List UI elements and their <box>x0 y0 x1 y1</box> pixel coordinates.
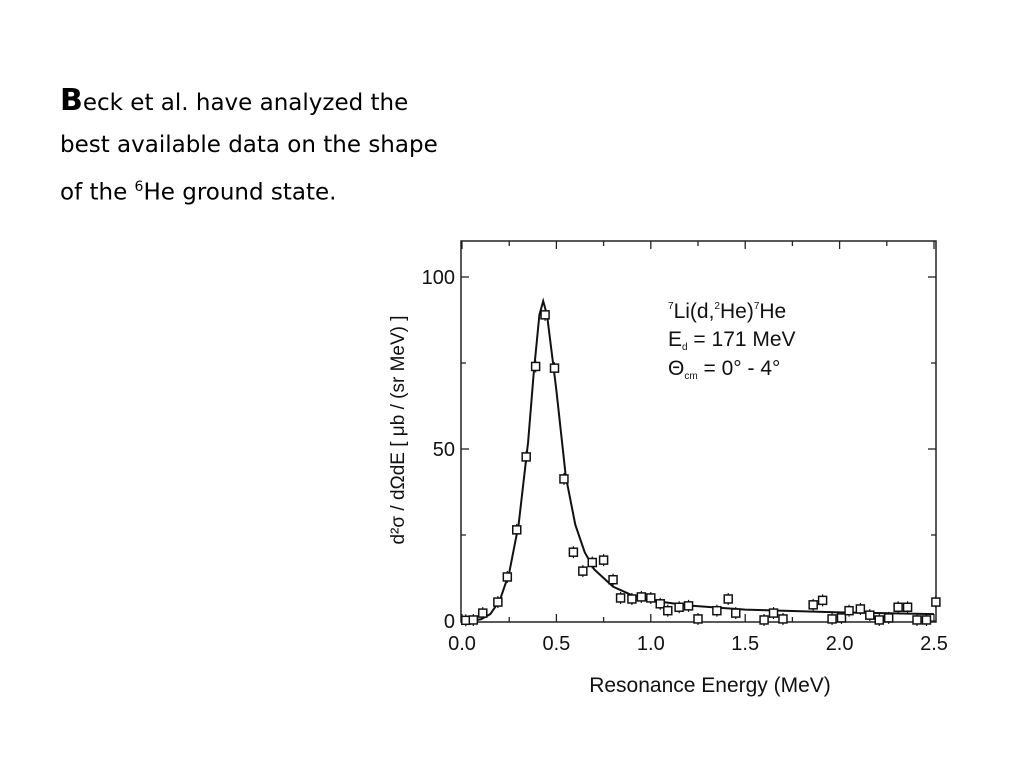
y-tick-label: 0 <box>444 611 455 633</box>
data-point <box>808 600 818 610</box>
annotation-reaction: 7Li(d,2He)7He <box>668 300 786 323</box>
data-point <box>817 595 828 606</box>
data-point <box>598 555 609 565</box>
data-point <box>855 604 866 614</box>
intro-line-2: best available data on the shape <box>60 132 438 158</box>
data-point <box>844 605 854 616</box>
data-point <box>712 605 722 616</box>
data-point <box>461 615 471 626</box>
data-point <box>549 363 560 373</box>
x-axis-label: Resonance Energy (MeV) <box>589 674 831 697</box>
data-point <box>478 608 488 618</box>
data-point <box>874 615 884 625</box>
x-tick-label: 1.5 <box>731 633 759 655</box>
intro-text: Beck et al. have analyzed the best avail… <box>60 80 520 214</box>
annotation-energy: Ed = 171 MeV <box>668 328 796 353</box>
data-point <box>655 599 665 609</box>
axis-ticks <box>461 241 936 622</box>
data-point <box>521 452 531 462</box>
x-tick-label: 0.5 <box>542 633 570 655</box>
data-point <box>512 525 522 535</box>
drop-initial: B <box>60 83 83 118</box>
data-point <box>893 602 903 612</box>
data-point <box>646 593 656 603</box>
y-axis-label: d²σ / dΩdE [ μb / (sr MeV) ] <box>388 315 409 544</box>
data-point <box>540 310 550 320</box>
data-point <box>731 608 741 618</box>
tick-labels: 0.0 0.5 1.0 1.5 2.0 2.5 0 50 100 <box>422 267 948 655</box>
x-tick-label: 2.0 <box>826 633 854 655</box>
plot-frame <box>460 240 937 623</box>
data-point <box>636 592 647 602</box>
intro-superscript: 6 <box>134 179 144 195</box>
data-point <box>768 608 779 618</box>
data-point <box>587 557 598 568</box>
data-point <box>502 572 513 582</box>
annotation-angle: Θcm = 0° - 4° <box>668 357 780 382</box>
data-point <box>530 361 541 372</box>
x-tick-label: 1.0 <box>637 633 665 655</box>
y-tick-label: 50 <box>433 439 455 461</box>
data-point <box>827 614 837 624</box>
data-point <box>468 615 479 625</box>
x-tick-label: 0.0 <box>448 633 476 655</box>
data-point <box>883 613 894 623</box>
data-point <box>912 615 922 625</box>
data-point <box>759 615 769 625</box>
intro-line-1-text: eck et al. have analyzed the <box>82 90 409 116</box>
data-point <box>693 614 703 624</box>
intro-line-3-post: He ground state. <box>143 179 337 206</box>
data-point <box>493 597 503 607</box>
data-point <box>615 593 626 603</box>
data-point <box>568 547 579 557</box>
data-point <box>931 597 941 607</box>
intro-line-3-pre: of the <box>60 179 135 206</box>
data-point <box>921 615 932 625</box>
data-point <box>723 594 733 604</box>
data-point <box>663 605 673 616</box>
y-tick-label: 100 <box>422 267 455 289</box>
data-point <box>578 566 588 576</box>
data-points <box>461 308 941 627</box>
data-point <box>683 601 694 611</box>
intro-line-1: Beck et al. have analyzed the <box>60 80 520 124</box>
data-point <box>865 610 875 620</box>
data-point <box>674 602 684 612</box>
data-point <box>608 574 618 585</box>
intro-line-3: of the 6He ground state. <box>60 166 520 214</box>
chart-annotation: 7Li(d,2He)7He Ed = 171 MeV Θcm = 0° - 4° <box>668 300 796 382</box>
data-point <box>778 614 788 624</box>
data-point <box>559 474 569 484</box>
x-tick-label: 2.5 <box>920 633 948 655</box>
data-point <box>627 594 637 604</box>
data-point <box>836 613 847 623</box>
data-point <box>902 602 913 612</box>
